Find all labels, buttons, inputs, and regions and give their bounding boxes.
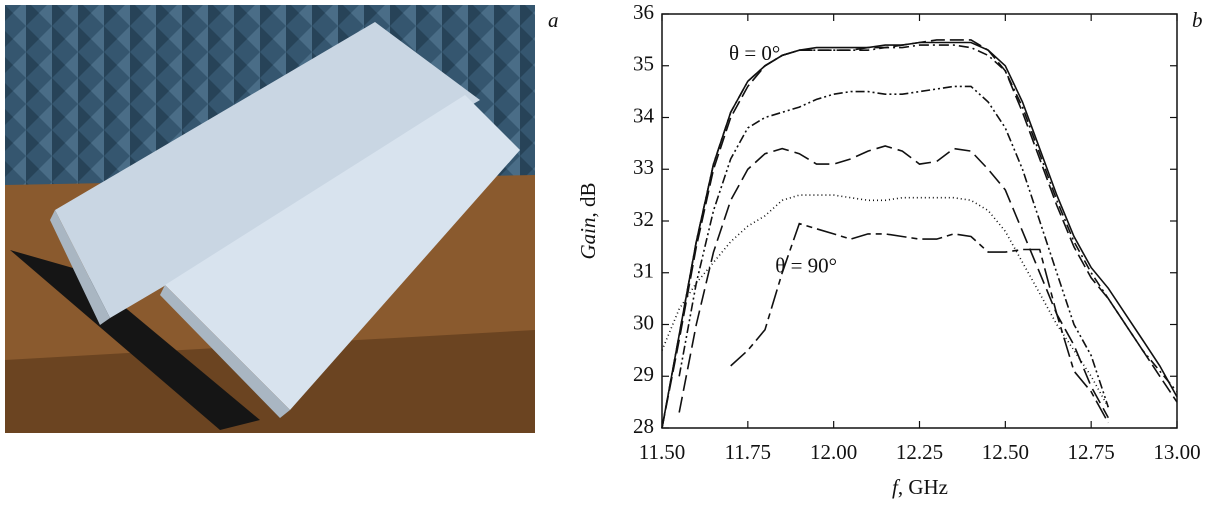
y-tick-label: 33: [633, 155, 654, 179]
series-line: [730, 222, 1110, 424]
panel-label: b: [1192, 8, 1203, 32]
x-label-italic: f: [892, 475, 901, 499]
x-tick-label: 13.00: [1153, 440, 1200, 464]
series-line: [661, 41, 1178, 429]
x-tick-label: 11.75: [725, 440, 771, 464]
annotation: θ = 0°: [729, 41, 780, 65]
y-label-unit: , dB: [576, 182, 600, 217]
plot-frame: [661, 13, 1178, 429]
x-tick-label: 12.00: [810, 440, 857, 464]
series-line: [661, 194, 1110, 408]
y-tick-label: 28: [633, 414, 654, 438]
series-line: [678, 145, 1110, 419]
series-line: [661, 39, 1178, 429]
x-tick-label: 11.50: [639, 440, 685, 464]
x-axis-label: f, GHz: [892, 475, 948, 499]
y-tick-label: 31: [633, 259, 654, 283]
y-tick-label: 35: [633, 52, 654, 76]
y-tick-label: 32: [633, 207, 654, 231]
photo: [5, 5, 535, 433]
panel-label: a: [548, 8, 559, 32]
x-tick-label: 12.50: [982, 440, 1029, 464]
y-tick-label: 30: [633, 310, 654, 334]
x-label-unit: , GHz: [898, 475, 948, 499]
y-tick-label: 34: [633, 103, 655, 127]
y-tick-label: 36: [633, 0, 654, 24]
y-axis-label: Gain, dB: [576, 182, 600, 259]
y-tick-label: 29: [633, 362, 654, 386]
x-tick-label: 12.25: [896, 440, 943, 464]
x-tick-label: 12.75: [1068, 440, 1115, 464]
y-label-italic: Gain: [576, 218, 600, 260]
annotation: θ = 90°: [775, 253, 837, 277]
series-line: [678, 85, 1110, 408]
series-line: [661, 44, 1178, 429]
